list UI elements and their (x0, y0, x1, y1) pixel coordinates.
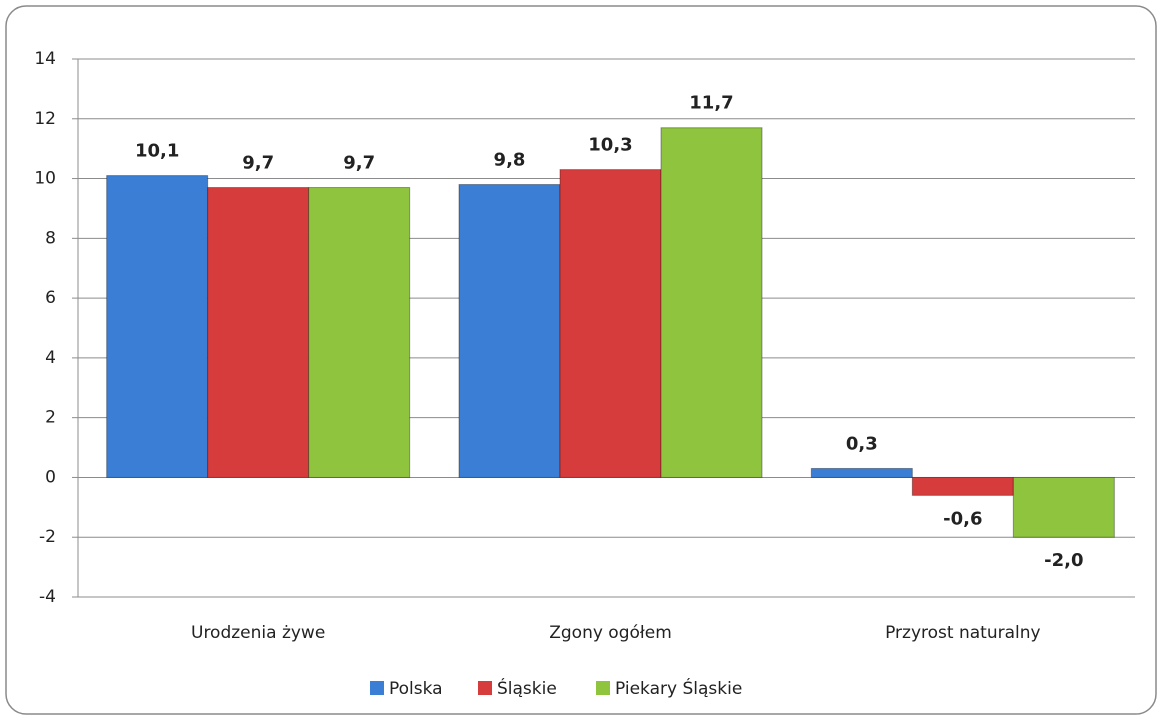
y-tick-label: -2 (39, 527, 56, 547)
value-label: 9,7 (343, 153, 375, 174)
legend-marker (478, 681, 492, 695)
value-label-bg (831, 430, 892, 459)
bar (458, 184, 561, 478)
x-tick-label: Zgony ogółem (549, 623, 672, 643)
y-tick-label: 6 (45, 288, 56, 308)
legend-label: Śląskie (497, 677, 557, 699)
bar (1012, 476, 1115, 538)
value-label: 10,3 (588, 135, 632, 156)
value-label-bg (127, 137, 188, 166)
x-tick-label: Przyrost naturalny (885, 623, 1040, 643)
value-label-bg (329, 149, 390, 178)
value-label: 0,3 (846, 433, 878, 454)
value-label: 9,7 (242, 153, 274, 174)
y-tick-label: 2 (45, 408, 56, 428)
x-tick-label: Urodzenia żywe (191, 623, 325, 643)
value-label: -0,6 (943, 508, 982, 529)
value-label: 9,8 (494, 150, 526, 171)
legend-label: Polska (389, 679, 443, 699)
y-tick-label: 12 (34, 109, 56, 129)
legend-label: Piekary Śląskie (615, 677, 742, 699)
y-tick-label: 10 (34, 169, 56, 189)
legend-marker (370, 681, 384, 695)
bar (559, 169, 662, 478)
value-label: 10,1 (135, 141, 179, 162)
value-label-bg (228, 149, 289, 178)
value-label-bg (1033, 547, 1094, 576)
value-label-bg (580, 131, 641, 160)
bar (660, 127, 763, 478)
value-label: 11,7 (689, 93, 733, 114)
bar (911, 476, 1014, 496)
value-label-bg (479, 146, 540, 175)
y-tick-label: -4 (39, 587, 56, 607)
y-tick-label: 14 (34, 49, 56, 69)
value-label-bg (932, 505, 993, 534)
legend-marker (596, 681, 610, 695)
bar (308, 187, 411, 478)
bar (810, 467, 913, 478)
y-tick-label: 8 (45, 228, 56, 248)
bar (207, 187, 310, 478)
y-tick-label: 0 (45, 467, 56, 487)
bar (106, 175, 209, 478)
value-label-bg (681, 89, 742, 118)
y-tick-label: 4 (45, 348, 56, 368)
value-label: -2,0 (1044, 550, 1083, 571)
